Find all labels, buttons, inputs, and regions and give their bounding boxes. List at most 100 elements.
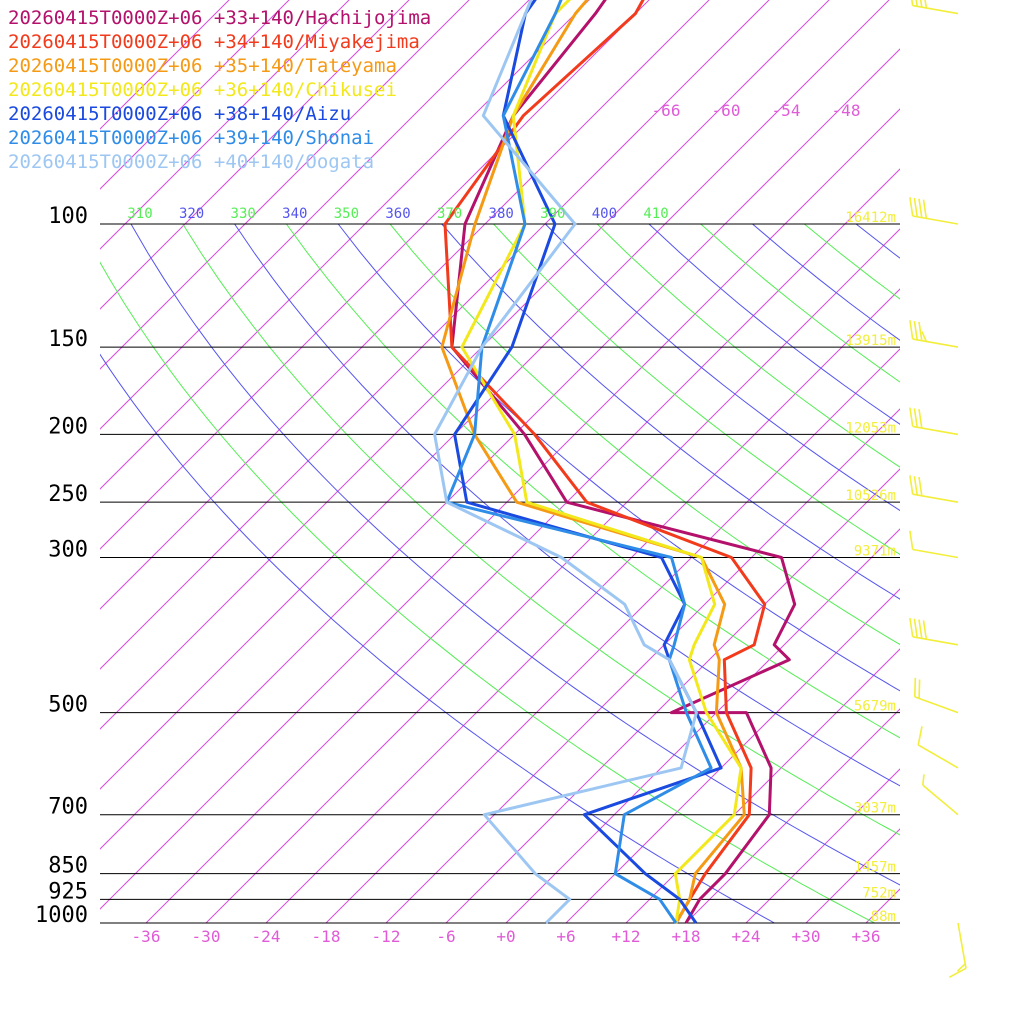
isotherm-line — [100, 0, 350, 250]
pressure-label-200: 200 — [48, 414, 88, 439]
temp-tick-label: -36 — [132, 927, 161, 946]
legend: 20260415T0000Z+06 +33+140/Hachijojima202… — [8, 7, 431, 173]
barb-shaft — [912, 493, 959, 503]
pressure-label-300: 300 — [48, 538, 88, 563]
barb-shaft — [912, 338, 959, 348]
isotherm-line — [100, 0, 770, 670]
wind-barb-2 — [909, 197, 959, 225]
barb-flag — [909, 407, 914, 427]
barb-shaft — [912, 4, 959, 15]
dry-adiabat-line — [493, 223, 900, 556]
wind-barb-5 — [909, 475, 959, 503]
dry-adiabat-line — [234, 223, 900, 787]
wind-barb-3 — [909, 320, 959, 348]
series-line-1 — [443, 0, 767, 924]
barb-flag — [919, 0, 923, 8]
barb-flag — [909, 197, 914, 217]
wind-barb-9 — [917, 726, 959, 769]
isotherm-line — [100, 0, 470, 370]
barb-flag — [918, 198, 923, 218]
height-label-100: 16412m — [845, 210, 896, 226]
barb-shaft — [912, 425, 959, 436]
wind-barb-10 — [922, 774, 959, 816]
dry-adiabat-line — [700, 223, 900, 383]
height-label-1000: 88m — [871, 909, 896, 925]
temp-tick-label: -18 — [312, 927, 341, 946]
legend-item-1: 20260415T0000Z+06 +34+140/Miyakejima — [8, 31, 420, 53]
height-label-500: 5679m — [854, 699, 896, 715]
isotherm-line — [100, 0, 590, 490]
dry-adiabat-line — [752, 223, 900, 341]
isotherm-line — [100, 0, 230, 130]
barb-flag — [913, 408, 918, 428]
dry-adiabat-line — [130, 223, 900, 886]
wind-barb-6 — [909, 530, 959, 559]
barb-flag — [922, 620, 928, 640]
pressure-label-150: 150 — [48, 327, 88, 352]
isotherm-line — [805, 828, 900, 923]
skew-temp-label: -66 — [652, 101, 681, 120]
barb-flag — [918, 679, 921, 699]
theta-label: 350 — [334, 206, 359, 222]
barb-flag — [909, 320, 914, 340]
barb-flag — [918, 619, 923, 639]
temp-tick-label: -6 — [436, 927, 455, 946]
isotherm-line — [685, 708, 900, 923]
height-label-700: 3037m — [854, 801, 896, 817]
theta-label: 310 — [127, 206, 152, 222]
legend-item-3: 20260415T0000Z+06 +36+140/Chikusei — [8, 79, 397, 101]
pressure-label-925: 925 — [48, 879, 88, 904]
barb-flag — [922, 199, 928, 219]
temp-tick-label: +30 — [792, 927, 821, 946]
barb-flag — [918, 409, 923, 429]
wind-barb-11 — [948, 922, 967, 979]
dry-adiabat-line — [596, 223, 900, 468]
pressure-label-250: 250 — [48, 482, 88, 507]
temperature-profiles — [433, 0, 797, 925]
temp-tick-label: +12 — [612, 927, 641, 946]
barb-flag — [913, 476, 918, 496]
barb-shaft — [912, 215, 959, 225]
skew-temp-label: -48 — [832, 101, 861, 120]
height-label-850: 1457m — [854, 860, 896, 876]
theta-label: 320 — [179, 206, 204, 222]
isotherm-line — [100, 108, 900, 910]
wind-barb-1 — [911, 0, 959, 15]
height-label-250: 10526m — [845, 488, 896, 504]
height-label-150: 13915m — [845, 333, 896, 349]
legend-item-6: 20260415T0000Z+06 +40+140/Oogata — [8, 151, 374, 173]
barb-flag — [918, 321, 923, 341]
temp-tick-label: -24 — [252, 927, 281, 946]
theta-label: 380 — [489, 206, 514, 222]
barb-flag — [917, 726, 923, 746]
temp-tick-label: +36 — [852, 927, 881, 946]
isotherm-line — [385, 408, 900, 923]
barb-shaft — [917, 744, 959, 769]
isotherm-line — [100, 0, 830, 730]
barb-flag — [914, 677, 917, 697]
dry-adiabat-line — [182, 223, 900, 836]
series-line-5 — [445, 0, 713, 924]
barb-flag — [948, 967, 967, 979]
dry-adiabat-line — [337, 223, 900, 692]
isotherm-line — [100, 0, 290, 190]
dry-adiabat-line — [803, 223, 900, 300]
barb-flag — [924, 0, 928, 9]
theta-label: 410 — [643, 206, 668, 222]
barb-flag — [909, 530, 914, 550]
barb-flag — [922, 774, 925, 786]
barb-shaft — [922, 784, 959, 816]
height-label-925: 752m — [862, 885, 896, 901]
isotherm-line — [865, 888, 900, 923]
theta-label: 360 — [385, 206, 410, 222]
skew-temp-label: -60 — [712, 101, 741, 120]
height-label-200: 12053m — [845, 420, 896, 436]
barb-shaft — [912, 548, 959, 559]
legend-item-2: 20260415T0000Z+06 +35+140/Tateyama — [8, 55, 397, 77]
isotherm-line — [505, 528, 900, 923]
pressure-label-850: 850 — [48, 854, 88, 879]
temp-tick-label: +18 — [672, 927, 701, 946]
barb-flag — [913, 320, 918, 341]
temp-tick-label: +24 — [732, 927, 761, 946]
